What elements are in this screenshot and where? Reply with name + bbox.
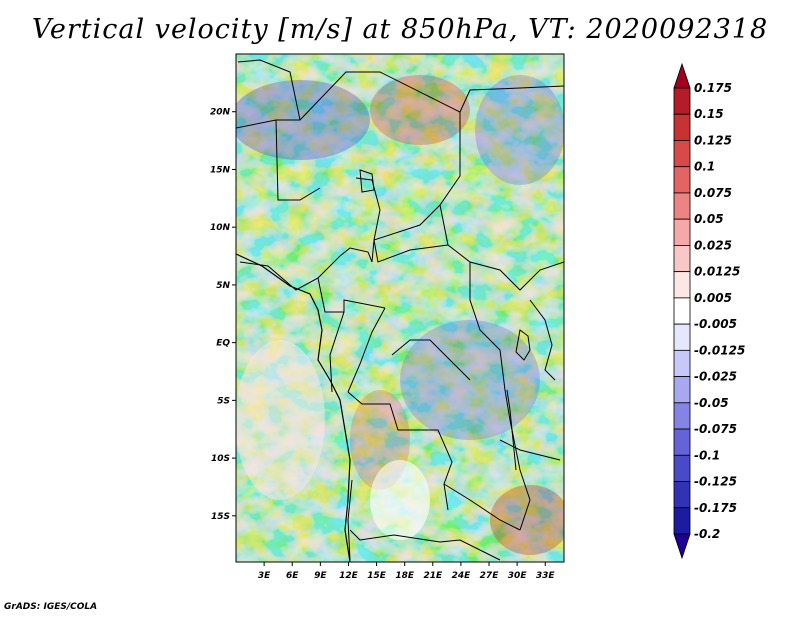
colorbar-segment	[673, 87, 691, 115]
colorbar-label: -0.075	[694, 422, 737, 436]
colorbar-segment	[673, 454, 691, 482]
colorbar-label: 0.175	[694, 81, 732, 95]
colorbar-segment	[673, 376, 691, 404]
lat-label: 10N	[210, 223, 231, 233]
coastline	[236, 253, 351, 562]
lon-label: 3E	[258, 571, 271, 581]
lon-label: 6E	[286, 571, 299, 581]
lon-label: 12E	[339, 571, 359, 581]
colorbar-label: 0.005	[694, 291, 732, 305]
lat-label: 20N	[210, 108, 231, 118]
colorbar-segment	[673, 507, 691, 535]
country-borders	[236, 59, 564, 561]
colorbar-segment	[673, 428, 691, 456]
colorbar-segment	[673, 297, 691, 325]
colorbar-label: -0.2	[694, 527, 720, 541]
colorbar-segment	[673, 140, 691, 168]
colorbar-label: -0.0125	[694, 343, 745, 357]
map-frame	[235, 53, 565, 563]
lat-label: 10S	[211, 454, 230, 464]
colorbar-label: -0.025	[694, 370, 737, 384]
colorbar-segment	[673, 481, 691, 509]
colorbar-segment	[673, 349, 691, 377]
colorbar-segment	[673, 323, 691, 351]
colorbar	[673, 62, 691, 560]
colorbar-label: 0.025	[694, 238, 732, 252]
colorbar-segment	[673, 271, 691, 299]
colorbar-label: -0.005	[694, 317, 737, 331]
colorbar-label: 0.0125	[694, 265, 740, 279]
lon-label: 21E	[423, 571, 443, 581]
colorbar-label: -0.05	[694, 396, 729, 410]
lon-label: 24E	[452, 571, 472, 581]
lat-label: 15N	[210, 165, 231, 175]
colorbar-label: 0.1	[694, 160, 715, 174]
colorbar-segment	[673, 402, 691, 430]
colorbar-segment	[673, 218, 691, 246]
colorbar-label: 0.05	[694, 212, 724, 226]
colorbar-label: 0.125	[694, 133, 732, 147]
colorbar-bottom-arrow	[673, 533, 691, 560]
colorbar-label: -0.175	[694, 501, 737, 515]
colorbar-segment	[673, 166, 691, 194]
colorbar-segment	[673, 113, 691, 141]
longitude-axis: 3E 6E 9E 12E 15E 18E 21E 24E 27E 30E 33E	[258, 562, 556, 581]
colorbar-label: -0.1	[694, 448, 720, 462]
colorbar-top-arrow	[673, 62, 691, 89]
colorbar-label: 0.15	[694, 107, 724, 121]
map-field	[236, 54, 564, 562]
grads-credit: GrADS: IGES/COLA	[4, 602, 98, 612]
lon-label: 9E	[314, 571, 327, 581]
lakes	[359, 169, 531, 471]
map-title: Vertical velocity [m/s] at 850hPa, VT: 2…	[31, 14, 769, 45]
lat-label: 15S	[211, 512, 230, 522]
colorbar-label: -0.125	[694, 475, 737, 489]
colorbar-label: 0.075	[694, 186, 732, 200]
lat-label: 5N	[216, 281, 230, 291]
lon-label: 33E	[536, 571, 556, 581]
latitude-axis: 20N 15N 10N 5N EQ 5S 10S 15S	[210, 108, 236, 522]
lon-label: 30E	[508, 571, 528, 581]
lon-label: 27E	[480, 571, 500, 581]
colorbar-segment	[673, 192, 691, 220]
lon-label: 15E	[367, 571, 387, 581]
colorbar-segment	[673, 245, 691, 273]
lat-label: 5S	[217, 396, 230, 406]
colorbar-labels: 0.175 0.15 0.125 0.1 0.075 0.05 0.025 0.0125 0.0…	[694, 81, 745, 541]
lat-label: EQ	[216, 339, 230, 349]
lon-label: 18E	[395, 571, 415, 581]
